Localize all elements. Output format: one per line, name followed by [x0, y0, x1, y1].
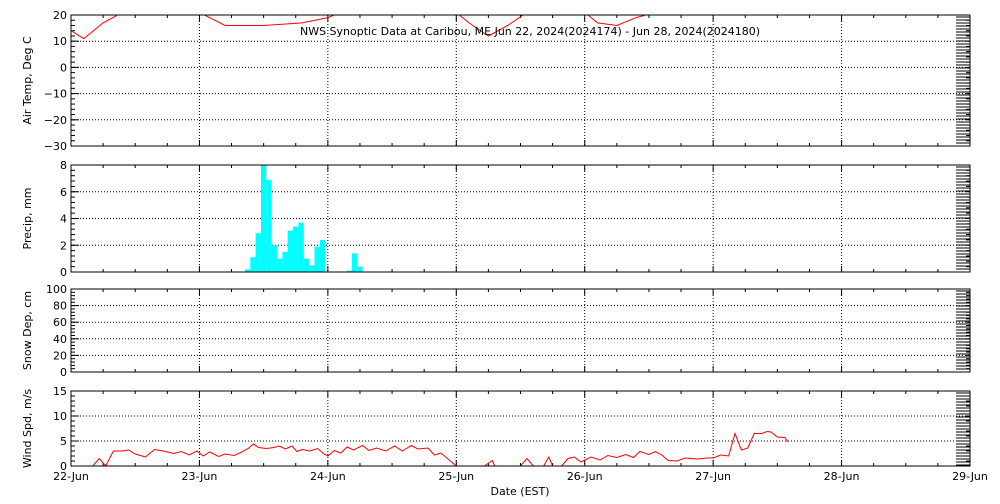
precip-data	[244, 165, 363, 272]
precip-bar	[244, 269, 251, 272]
x-tick-label: 29-Jun	[952, 470, 988, 483]
y-tick-label: 80	[53, 300, 67, 313]
y-tick-label: 8	[60, 159, 67, 172]
air-temp-panel: 20 10 0 −10 −20 −30 Air Temp, Deg C	[21, 9, 971, 153]
x-tick-label: 25-Jun	[438, 470, 474, 483]
x-tick-label: 23-Jun	[182, 470, 218, 483]
y-tick-label: 2	[60, 239, 67, 252]
wind-speed-panel: 15 10 5 0 Wind Spd, m/s	[21, 385, 971, 473]
wind-speed-data	[71, 430, 789, 466]
y-tick-label: 10	[53, 35, 67, 48]
precip-bar	[293, 226, 299, 272]
y-tick-label: 20	[53, 9, 67, 22]
snow-depth-panel: 100 80 60 40 20 0 Snow Dep, cm	[21, 283, 971, 379]
x-tick-label: 22-Jun	[53, 470, 89, 483]
x-tick-label: 27-Jun	[695, 470, 731, 483]
y-tick-label: 0	[60, 61, 67, 74]
y-tick-label: 6	[60, 186, 67, 199]
air-temp-ylabel: Air Temp, Deg C	[21, 36, 34, 125]
y-tick-label: −20	[44, 114, 67, 127]
wind-speed-line	[71, 430, 789, 466]
y-tick-label: 4	[60, 213, 67, 226]
precip-bar	[282, 251, 288, 272]
chart-title: NWS Synoptic Data at Caribou, ME Jun 22,…	[300, 25, 760, 38]
precip-bar	[255, 233, 261, 272]
precip-bar	[287, 230, 294, 272]
y-tick-label: 100	[46, 283, 67, 296]
y-tick-label: −10	[44, 88, 67, 101]
x-axis-label: Date (EST)	[490, 485, 549, 498]
precip-bar	[314, 246, 320, 272]
precip-frame	[70, 164, 971, 273]
precip-bar	[351, 253, 358, 272]
precip-bar	[271, 245, 277, 272]
y-tick-label: 10	[53, 410, 67, 423]
y-tick-label: −30	[44, 140, 67, 153]
wind-speed-frame	[70, 390, 971, 467]
precip-ylabel: Precip, mm	[21, 188, 34, 250]
precip-bar	[309, 265, 315, 272]
precip-bar	[250, 257, 256, 272]
y-tick-label: 40	[53, 333, 67, 346]
precip-bar	[298, 222, 304, 272]
precip-panel: 8 6 4 2 0 Precip, mm	[21, 159, 971, 279]
precip-bar	[346, 270, 352, 272]
precip-bar	[319, 239, 326, 272]
snow-depth-ylabel: Snow Dep, cm	[21, 291, 34, 370]
y-tick-label: 0	[60, 460, 67, 473]
y-tick-label: 0	[60, 366, 67, 379]
x-tick-label: 28-Jun	[824, 470, 860, 483]
wind-speed-ylabel: Wind Spd, m/s	[21, 389, 34, 469]
precip-bar	[260, 165, 267, 272]
precip-bar	[303, 258, 310, 272]
y-tick-label: 5	[60, 435, 67, 448]
x-tick-label: 24-Jun	[310, 470, 346, 483]
snow-depth-frame	[70, 288, 971, 373]
y-tick-label: 20	[53, 349, 67, 362]
x-tick-label: 26-Jun	[567, 470, 603, 483]
air-temp-frame	[70, 14, 971, 147]
precip-bar	[357, 266, 363, 272]
precip-bar	[277, 258, 283, 272]
precip-bar	[266, 179, 272, 272]
y-tick-label: 15	[53, 385, 67, 398]
y-tick-label: 60	[53, 316, 67, 329]
y-tick-label: 0	[60, 266, 67, 279]
